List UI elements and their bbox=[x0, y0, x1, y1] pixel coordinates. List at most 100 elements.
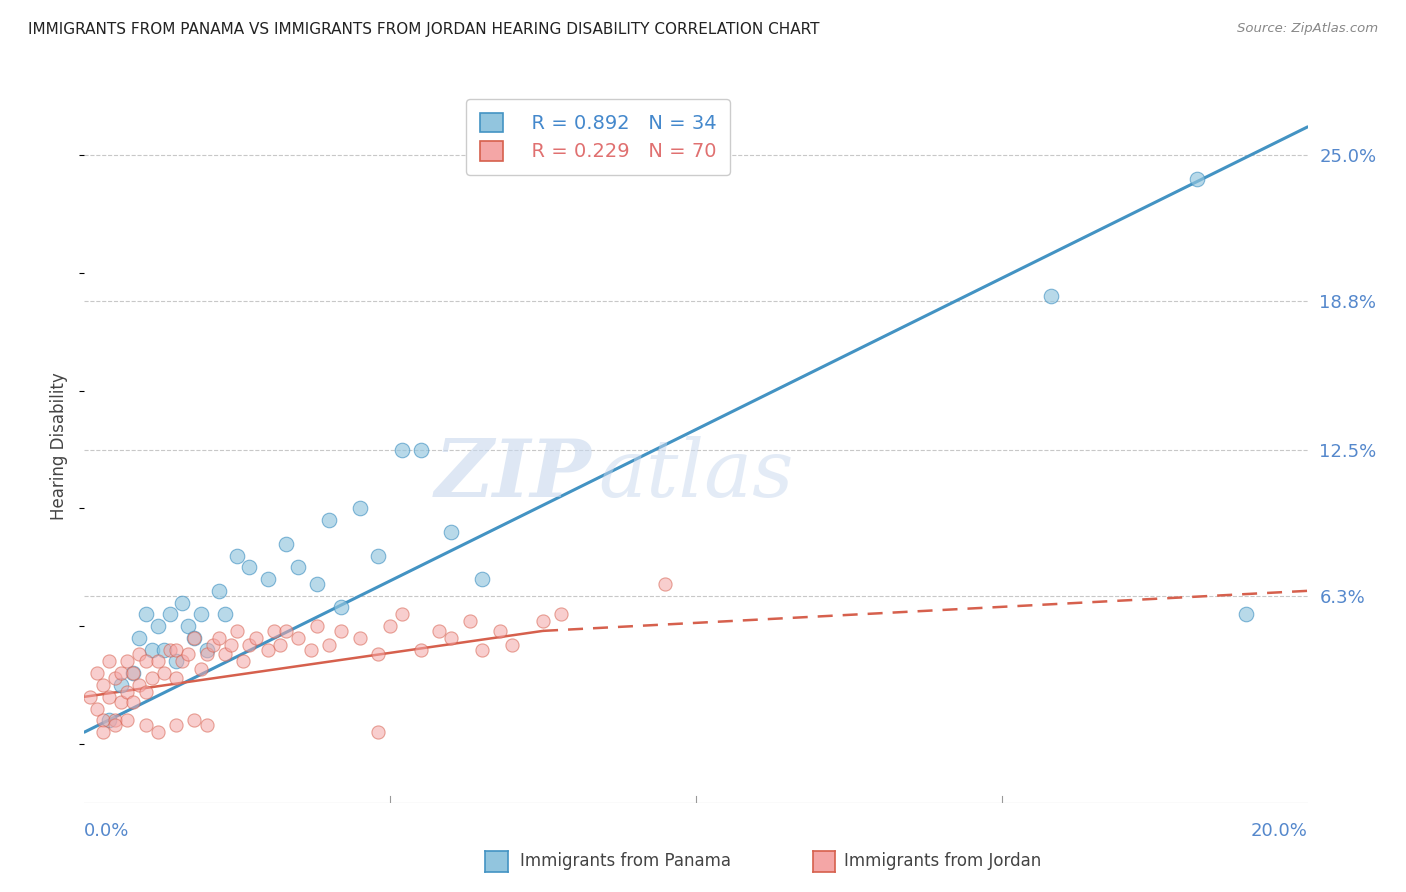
Point bbox=[458, 615, 481, 629]
Text: ZIP: ZIP bbox=[434, 436, 592, 513]
Point bbox=[165, 718, 187, 732]
Point bbox=[177, 648, 200, 662]
Point bbox=[135, 718, 157, 732]
Point bbox=[349, 631, 371, 645]
Point bbox=[305, 576, 328, 591]
Text: IMMIGRANTS FROM PANAMA VS IMMIGRANTS FROM JORDAN HEARING DISABILITY CORRELATION : IMMIGRANTS FROM PANAMA VS IMMIGRANTS FRO… bbox=[28, 22, 820, 37]
Point bbox=[122, 666, 145, 681]
Point bbox=[141, 671, 163, 685]
Point bbox=[330, 624, 353, 638]
Point bbox=[97, 655, 120, 669]
Point bbox=[654, 576, 676, 591]
Point bbox=[177, 619, 200, 633]
Point bbox=[135, 655, 157, 669]
Point bbox=[183, 631, 205, 645]
Y-axis label: Hearing Disability: Hearing Disability bbox=[51, 372, 69, 520]
Point bbox=[195, 718, 218, 732]
Point bbox=[122, 666, 145, 681]
Point bbox=[263, 624, 285, 638]
Point bbox=[146, 655, 169, 669]
Point bbox=[214, 648, 236, 662]
Point bbox=[318, 513, 340, 527]
Point bbox=[104, 718, 127, 732]
Point bbox=[1187, 171, 1209, 186]
Point bbox=[141, 642, 163, 657]
Point bbox=[146, 725, 169, 739]
Point bbox=[201, 638, 224, 652]
Point bbox=[502, 638, 524, 652]
Point bbox=[135, 607, 157, 622]
Point bbox=[104, 671, 127, 685]
Point bbox=[122, 694, 145, 708]
Point bbox=[489, 624, 512, 638]
Point bbox=[269, 638, 291, 652]
Point bbox=[159, 607, 181, 622]
Point bbox=[367, 549, 389, 563]
Point bbox=[128, 678, 150, 692]
Point bbox=[97, 690, 120, 704]
Point bbox=[440, 524, 463, 539]
Point bbox=[195, 642, 218, 657]
Point bbox=[79, 690, 101, 704]
Point bbox=[531, 615, 554, 629]
Point bbox=[110, 694, 132, 708]
Point bbox=[550, 607, 572, 622]
Text: atlas: atlas bbox=[598, 436, 793, 513]
Point bbox=[287, 560, 309, 574]
Point bbox=[165, 671, 187, 685]
Point bbox=[409, 642, 432, 657]
Point bbox=[1236, 607, 1258, 622]
Point bbox=[367, 648, 389, 662]
Point bbox=[238, 638, 260, 652]
Point bbox=[86, 701, 108, 715]
Point bbox=[165, 655, 187, 669]
Point bbox=[91, 725, 114, 739]
Point bbox=[146, 619, 169, 633]
Point bbox=[318, 638, 340, 652]
Point bbox=[110, 666, 132, 681]
Point bbox=[172, 596, 194, 610]
Point bbox=[190, 607, 212, 622]
Point bbox=[287, 631, 309, 645]
Point bbox=[330, 600, 353, 615]
Point bbox=[183, 631, 205, 645]
Text: Immigrants from Panama: Immigrants from Panama bbox=[520, 852, 731, 870]
Text: 20.0%: 20.0% bbox=[1251, 822, 1308, 839]
Point bbox=[115, 655, 138, 669]
Point bbox=[391, 607, 413, 622]
Point bbox=[165, 642, 187, 657]
Text: Source: ZipAtlas.com: Source: ZipAtlas.com bbox=[1237, 22, 1378, 36]
Point bbox=[153, 666, 176, 681]
Point bbox=[195, 648, 218, 662]
Point bbox=[226, 624, 249, 638]
Point bbox=[104, 714, 127, 728]
Point bbox=[115, 685, 138, 699]
Point bbox=[91, 714, 114, 728]
Point bbox=[91, 678, 114, 692]
Legend:   R = 0.892   N = 34,   R = 0.229   N = 70: R = 0.892 N = 34, R = 0.229 N = 70 bbox=[467, 99, 730, 175]
Point bbox=[135, 685, 157, 699]
Point bbox=[367, 725, 389, 739]
Text: Immigrants from Jordan: Immigrants from Jordan bbox=[844, 852, 1040, 870]
Point bbox=[257, 572, 280, 586]
Point bbox=[232, 655, 254, 669]
Point bbox=[86, 666, 108, 681]
Point bbox=[128, 631, 150, 645]
Point bbox=[219, 638, 242, 652]
Text: 0.0%: 0.0% bbox=[84, 822, 129, 839]
Point bbox=[153, 642, 176, 657]
Point bbox=[409, 442, 432, 457]
Point bbox=[1039, 289, 1062, 303]
Point bbox=[183, 714, 205, 728]
Point bbox=[208, 631, 231, 645]
Point bbox=[214, 607, 236, 622]
Point bbox=[305, 619, 328, 633]
Point bbox=[208, 583, 231, 598]
Point bbox=[471, 572, 494, 586]
Point bbox=[391, 442, 413, 457]
Point bbox=[440, 631, 463, 645]
Point bbox=[226, 549, 249, 563]
Point bbox=[190, 662, 212, 676]
Point bbox=[380, 619, 402, 633]
Point bbox=[172, 655, 194, 669]
